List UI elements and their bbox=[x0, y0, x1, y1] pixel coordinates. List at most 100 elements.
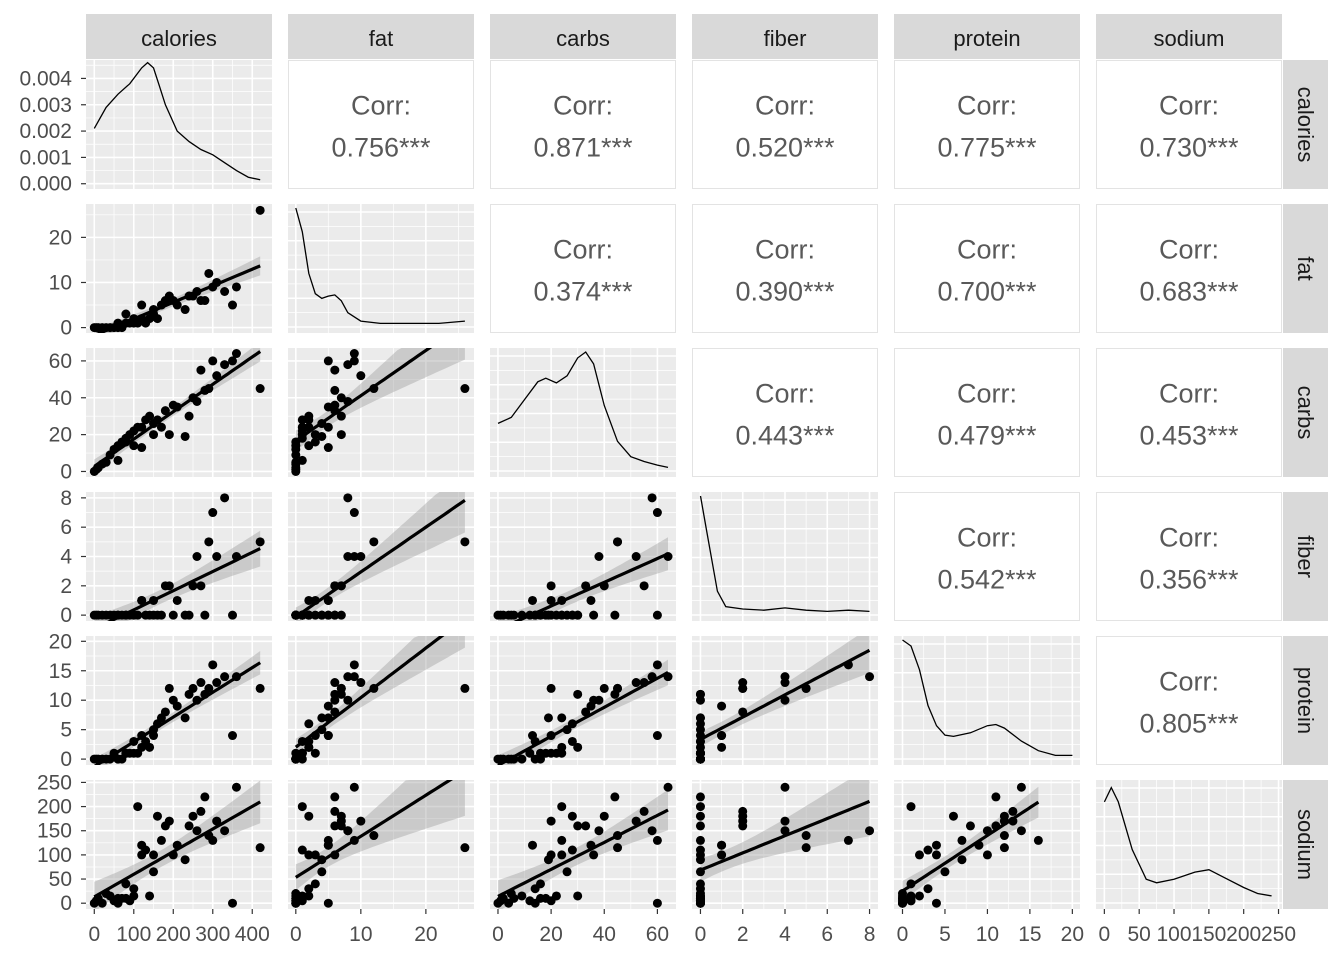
data-point bbox=[196, 678, 206, 688]
row-label-carbs: carbs bbox=[1293, 386, 1318, 440]
data-point bbox=[180, 305, 190, 315]
data-point bbox=[506, 610, 516, 620]
data-point bbox=[717, 840, 727, 850]
data-point bbox=[999, 843, 1009, 853]
data-point bbox=[323, 443, 333, 453]
data-point bbox=[336, 411, 346, 421]
data-point bbox=[304, 850, 314, 860]
data-point bbox=[647, 826, 657, 836]
regression-line bbox=[901, 800, 1040, 893]
x-tick-label-fiber: 0 bbox=[695, 923, 707, 946]
data-point bbox=[940, 867, 950, 877]
panel-background bbox=[288, 780, 474, 909]
data-point bbox=[581, 707, 591, 717]
panel-border bbox=[490, 60, 676, 189]
data-point bbox=[717, 850, 727, 860]
data-point bbox=[323, 731, 333, 741]
data-point bbox=[695, 855, 705, 865]
data-point bbox=[589, 850, 599, 860]
x-tick-label-calories: 300 bbox=[195, 923, 230, 946]
data-point bbox=[196, 581, 206, 591]
panel-border bbox=[490, 204, 676, 333]
data-point bbox=[208, 660, 218, 670]
data-point bbox=[220, 287, 230, 297]
data-point bbox=[228, 356, 238, 366]
data-point bbox=[323, 402, 333, 412]
data-point bbox=[599, 683, 609, 693]
data-point bbox=[255, 683, 265, 693]
data-point bbox=[145, 411, 155, 421]
data-point bbox=[557, 802, 567, 812]
regression-line bbox=[294, 780, 453, 879]
data-point bbox=[255, 537, 265, 547]
data-point bbox=[164, 683, 174, 693]
data-point bbox=[228, 300, 238, 310]
confidence-band bbox=[700, 636, 870, 747]
data-point bbox=[156, 835, 166, 845]
data-point bbox=[906, 891, 916, 901]
regression-line bbox=[699, 799, 871, 872]
row-strip-carbs bbox=[1283, 348, 1328, 477]
x-tick-label-sodium: 0 bbox=[1099, 923, 1111, 946]
x-tick-label-sodium: 200 bbox=[1226, 923, 1261, 946]
data-point bbox=[573, 742, 583, 752]
data-point bbox=[343, 695, 353, 705]
data-point bbox=[717, 701, 727, 711]
data-point bbox=[196, 296, 206, 306]
column-strip-carbs bbox=[490, 14, 676, 59]
data-point bbox=[149, 850, 159, 860]
data-point bbox=[310, 879, 320, 889]
data-point bbox=[914, 850, 924, 860]
regression-line bbox=[513, 552, 669, 621]
panel-protein-protein bbox=[894, 636, 1080, 765]
column-strip-fiber bbox=[692, 14, 878, 59]
corr-value: 0.374*** bbox=[533, 277, 633, 307]
data-point bbox=[196, 365, 206, 375]
data-point bbox=[255, 843, 265, 853]
data-point bbox=[652, 610, 662, 620]
data-point bbox=[310, 850, 320, 860]
confidence-band bbox=[498, 789, 668, 909]
data-point bbox=[101, 610, 111, 620]
regression-line bbox=[93, 661, 262, 765]
data-point bbox=[323, 835, 333, 845]
data-point bbox=[356, 371, 366, 381]
data-point bbox=[184, 411, 194, 421]
column-label-calories: calories bbox=[141, 26, 217, 51]
corr-value: 0.520*** bbox=[735, 133, 835, 163]
data-point bbox=[528, 595, 538, 605]
data-point bbox=[557, 742, 567, 752]
data-point bbox=[780, 695, 790, 705]
x-tick-label-carbs: 60 bbox=[646, 923, 669, 946]
data-point bbox=[695, 689, 705, 699]
column-label-protein: protein bbox=[953, 26, 1020, 51]
data-point bbox=[843, 835, 853, 845]
data-point bbox=[196, 806, 206, 816]
data-point bbox=[297, 422, 307, 432]
confidence-band bbox=[94, 651, 261, 765]
data-point bbox=[343, 552, 353, 561]
regression-line bbox=[294, 498, 466, 619]
x-tick-label-fiber: 8 bbox=[864, 923, 876, 946]
data-point bbox=[780, 816, 790, 826]
data-point bbox=[356, 816, 366, 826]
x-tick-label-sodium: 50 bbox=[1128, 923, 1151, 946]
data-point bbox=[113, 754, 123, 764]
data-point bbox=[349, 782, 359, 792]
regression-line bbox=[294, 636, 445, 749]
panel-carbs-fiber: Corr: 0.443*** bbox=[692, 348, 878, 477]
data-point bbox=[631, 552, 641, 561]
panel-background bbox=[288, 348, 474, 477]
data-point bbox=[594, 826, 604, 836]
corr-value: 0.775*** bbox=[937, 133, 1037, 163]
data-point bbox=[336, 821, 346, 831]
data-point bbox=[957, 835, 967, 845]
data-point bbox=[349, 660, 359, 670]
panel-protein-sodium: Corr: 0.805*** bbox=[1096, 636, 1282, 765]
data-point bbox=[231, 349, 241, 359]
y-tick-label-carbs: 40 bbox=[49, 387, 72, 410]
data-point bbox=[336, 811, 346, 821]
panel-fat-carbs: Corr: 0.374*** bbox=[490, 204, 676, 333]
data-point bbox=[204, 537, 214, 547]
x-tick-label-calories: 0 bbox=[88, 923, 100, 946]
